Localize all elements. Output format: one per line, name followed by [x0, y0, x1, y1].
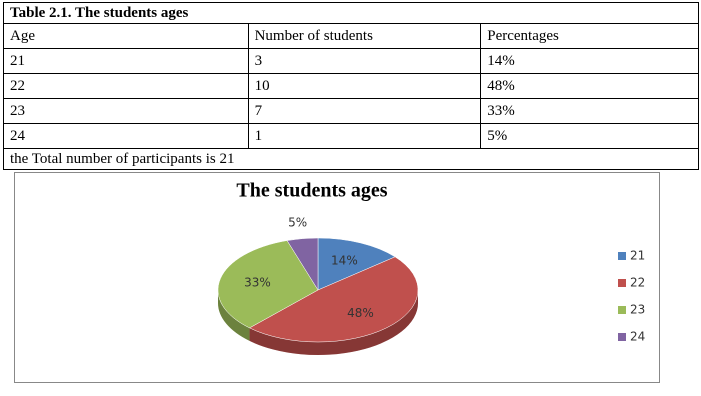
slice-side-shade	[218, 290, 250, 341]
legend-swatch	[618, 333, 626, 341]
pie-slice	[217, 240, 319, 329]
slice-side	[218, 290, 250, 341]
data-label: 5%	[288, 216, 307, 230]
pie-slice	[249, 256, 419, 343]
cell: 23	[3, 98, 249, 124]
chart: The students ages 14% 48% 33% 5% 21 22 23 24	[14, 172, 660, 383]
cell: 3	[247, 48, 482, 74]
legend-label: 21	[630, 249, 645, 263]
cell: 14%	[480, 48, 699, 74]
chart-title: The students ages	[236, 180, 387, 202]
data-table: Table 2.1. The students ages Age Number …	[3, 2, 699, 170]
pie-slice	[286, 237, 319, 291]
legend-swatch	[618, 252, 626, 260]
slice-side-shade	[249, 290, 418, 355]
cell: 22	[3, 73, 249, 99]
legend-swatch	[618, 306, 626, 314]
legend-label: 22	[630, 276, 645, 290]
cell: 21	[3, 48, 249, 74]
table-caption: Table 2.1. The students ages	[3, 2, 699, 24]
legend-label: 24	[630, 330, 645, 344]
cell: 48%	[480, 73, 699, 99]
table-footer: the Total number of participants is 21	[3, 148, 699, 170]
header-cell: Age	[3, 23, 249, 49]
pie-slice	[317, 237, 396, 291]
header-cell: Number of students	[247, 23, 482, 49]
cell: 7	[247, 98, 482, 124]
legend-swatch	[618, 279, 626, 287]
header-cell: Percentages	[480, 23, 699, 49]
cell: 1	[247, 123, 482, 149]
cell: 33%	[480, 98, 699, 124]
data-label: 48%	[347, 306, 374, 320]
cell: 5%	[480, 123, 699, 149]
data-label: 33%	[244, 275, 271, 289]
legend-label: 23	[630, 303, 645, 317]
cell: 24	[3, 123, 249, 149]
slice-side	[249, 290, 418, 355]
cell: 10	[247, 73, 482, 99]
data-label: 14%	[331, 253, 358, 267]
